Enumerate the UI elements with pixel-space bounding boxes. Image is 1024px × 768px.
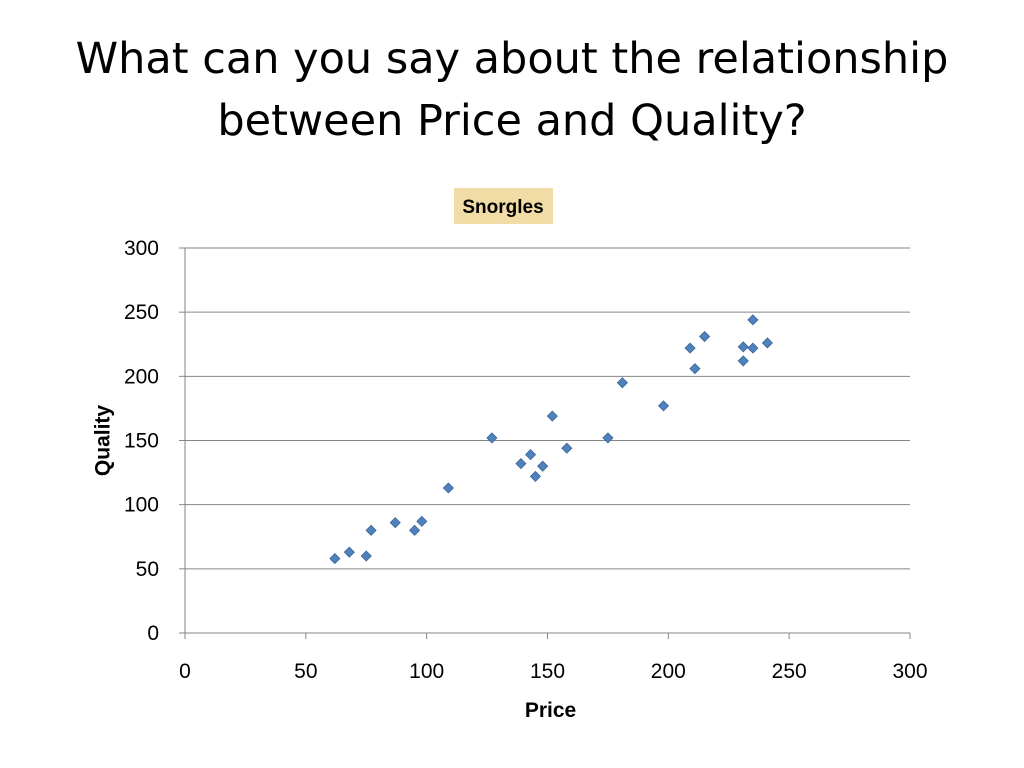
x-tick-label: 0 [179, 660, 191, 683]
x-axis-title: Price [525, 699, 576, 722]
data-point [737, 355, 749, 367]
data-point [546, 410, 558, 422]
y-tick-label: 0 [147, 622, 159, 645]
y-tick-label: 50 [136, 558, 159, 581]
data-point [737, 341, 749, 353]
x-tick-labels: 0 50 100 150 200 250 300 [179, 660, 927, 683]
data-point [561, 442, 573, 454]
x-tick-label: 50 [294, 660, 317, 683]
y-axis-title: Quality [92, 405, 115, 477]
slide-title-line-1: What can you say about the relationship [75, 34, 949, 84]
data-point [486, 432, 498, 444]
data-point [515, 458, 527, 470]
data-point [602, 432, 614, 444]
y-tick-label: 250 [124, 301, 159, 324]
data-point [684, 342, 696, 354]
x-tick-label: 200 [651, 660, 686, 683]
data-point [761, 337, 773, 349]
data-point [747, 342, 759, 354]
slide-title: What can you say about the relationship … [0, 28, 1024, 152]
slide-title-line-2: between Price and Quality? [217, 96, 807, 146]
x-tick-label: 150 [530, 660, 565, 683]
data-point [389, 517, 401, 529]
data-point [529, 470, 541, 482]
data-point [329, 553, 341, 565]
data-point [343, 546, 355, 558]
x-tick-label: 300 [892, 660, 927, 683]
data-point [409, 524, 421, 536]
chart-title: Snorgles [454, 188, 553, 224]
data-point [747, 314, 759, 326]
y-tick-label: 300 [124, 237, 159, 260]
chart-title-background [454, 188, 553, 224]
gridlines [185, 247, 910, 570]
data-point [442, 482, 454, 494]
chart-title-text: Snorgles [462, 197, 543, 218]
x-tick-label: 100 [409, 660, 444, 683]
y-tick-labels: 0 50 100 150 200 250 300 [124, 237, 159, 645]
y-tick-label: 150 [124, 430, 159, 453]
y-tick-label: 200 [124, 365, 159, 388]
axes [179, 247, 911, 639]
data-point [657, 400, 670, 412]
data-point [616, 377, 628, 389]
data-point [416, 515, 428, 527]
data-point [689, 363, 701, 375]
data-point [699, 330, 711, 343]
data-point [360, 550, 372, 562]
data-point [537, 460, 549, 472]
data-point [365, 524, 377, 536]
data-points [329, 314, 773, 565]
x-tick-label: 250 [772, 660, 807, 683]
y-tick-label: 100 [124, 494, 159, 517]
data-point [525, 449, 537, 461]
